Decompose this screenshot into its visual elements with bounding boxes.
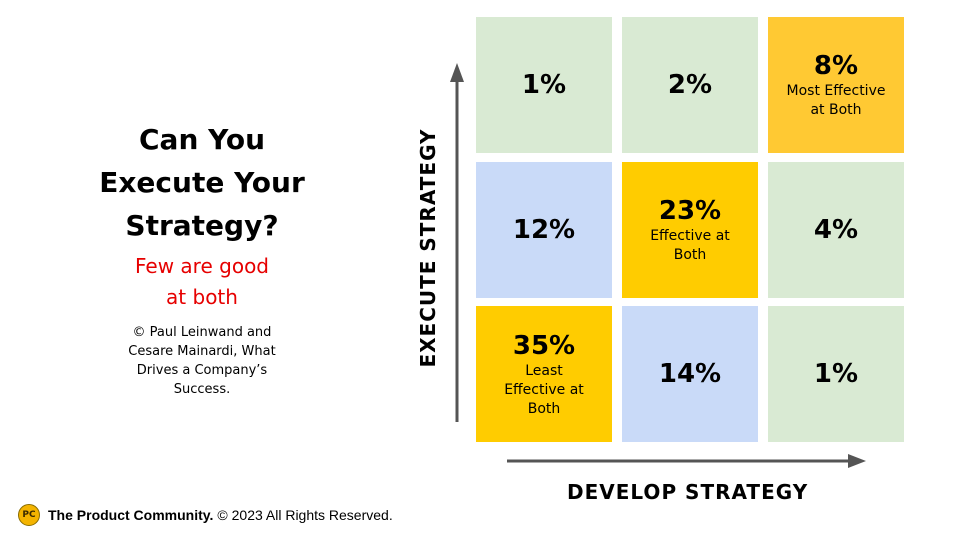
title-line: Can You: [139, 123, 265, 156]
cell-percentage: 1%: [813, 359, 859, 389]
subtitle: Few are good at both: [60, 251, 344, 313]
matrix-cell-6: 4%: [768, 162, 904, 298]
footer-rights: © 2023 All Rights Reserved.: [217, 507, 393, 523]
cell-description: Least Effective at Both: [504, 362, 584, 417]
matrix-cell-2: 2%: [622, 17, 758, 153]
subtitle-line: Few are good: [135, 254, 269, 278]
left-panel: Can You Execute Your Strategy? Few are g…: [60, 118, 344, 399]
credit-line: © Paul Leinwand and: [132, 325, 272, 340]
x-axis-arrow: [507, 454, 866, 468]
title-line: Execute Your: [99, 166, 305, 199]
source-credit: © Paul Leinwand and Cesare Mainardi, Wha…: [60, 323, 344, 399]
footer-brand: The Product Community.: [48, 507, 214, 523]
matrix-cell-9: 1%: [768, 306, 904, 442]
cell-percentage: 2%: [667, 70, 713, 100]
matrix-cell-4: 12%: [476, 162, 612, 298]
y-axis-label: EXECUTE STRATEGY: [416, 128, 440, 368]
product-community-logo-icon: PC: [18, 504, 40, 526]
cell-percentage: 8%: [813, 51, 859, 81]
credit-line: Cesare Mainardi, What: [128, 344, 276, 359]
matrix-cell-3: 8% Most Effective at Both: [768, 17, 904, 153]
page-title: Can You Execute Your Strategy?: [60, 118, 344, 247]
footer: PC The Product Community. © 2023 All Rig…: [18, 504, 393, 526]
matrix-cell-5: 23% Effective at Both: [622, 162, 758, 298]
matrix-cell-1: 1%: [476, 17, 612, 153]
cell-percentage: 12%: [512, 215, 576, 245]
credit-line: Success.: [173, 382, 231, 397]
cell-percentage: 4%: [813, 215, 859, 245]
credit-line: Drives a Company’s: [136, 363, 268, 378]
cell-percentage: 23%: [658, 196, 722, 226]
matrix-cell-8: 14%: [622, 306, 758, 442]
logo-text: PC: [22, 510, 36, 520]
cell-percentage: 35%: [512, 330, 576, 361]
y-axis-arrow: [450, 63, 464, 422]
cell-description: Effective at Both: [650, 228, 730, 263]
x-axis-label: DEVELOP STRATEGY: [567, 480, 809, 504]
cell-percentage: 14%: [658, 359, 722, 389]
cell-percentage: 1%: [521, 70, 567, 100]
title-line: Strategy?: [125, 209, 279, 242]
cell-description: Most Effective at Both: [786, 83, 886, 118]
subtitle-line: at both: [166, 285, 238, 309]
matrix-cell-7: 35% Least Effective at Both: [476, 306, 612, 442]
